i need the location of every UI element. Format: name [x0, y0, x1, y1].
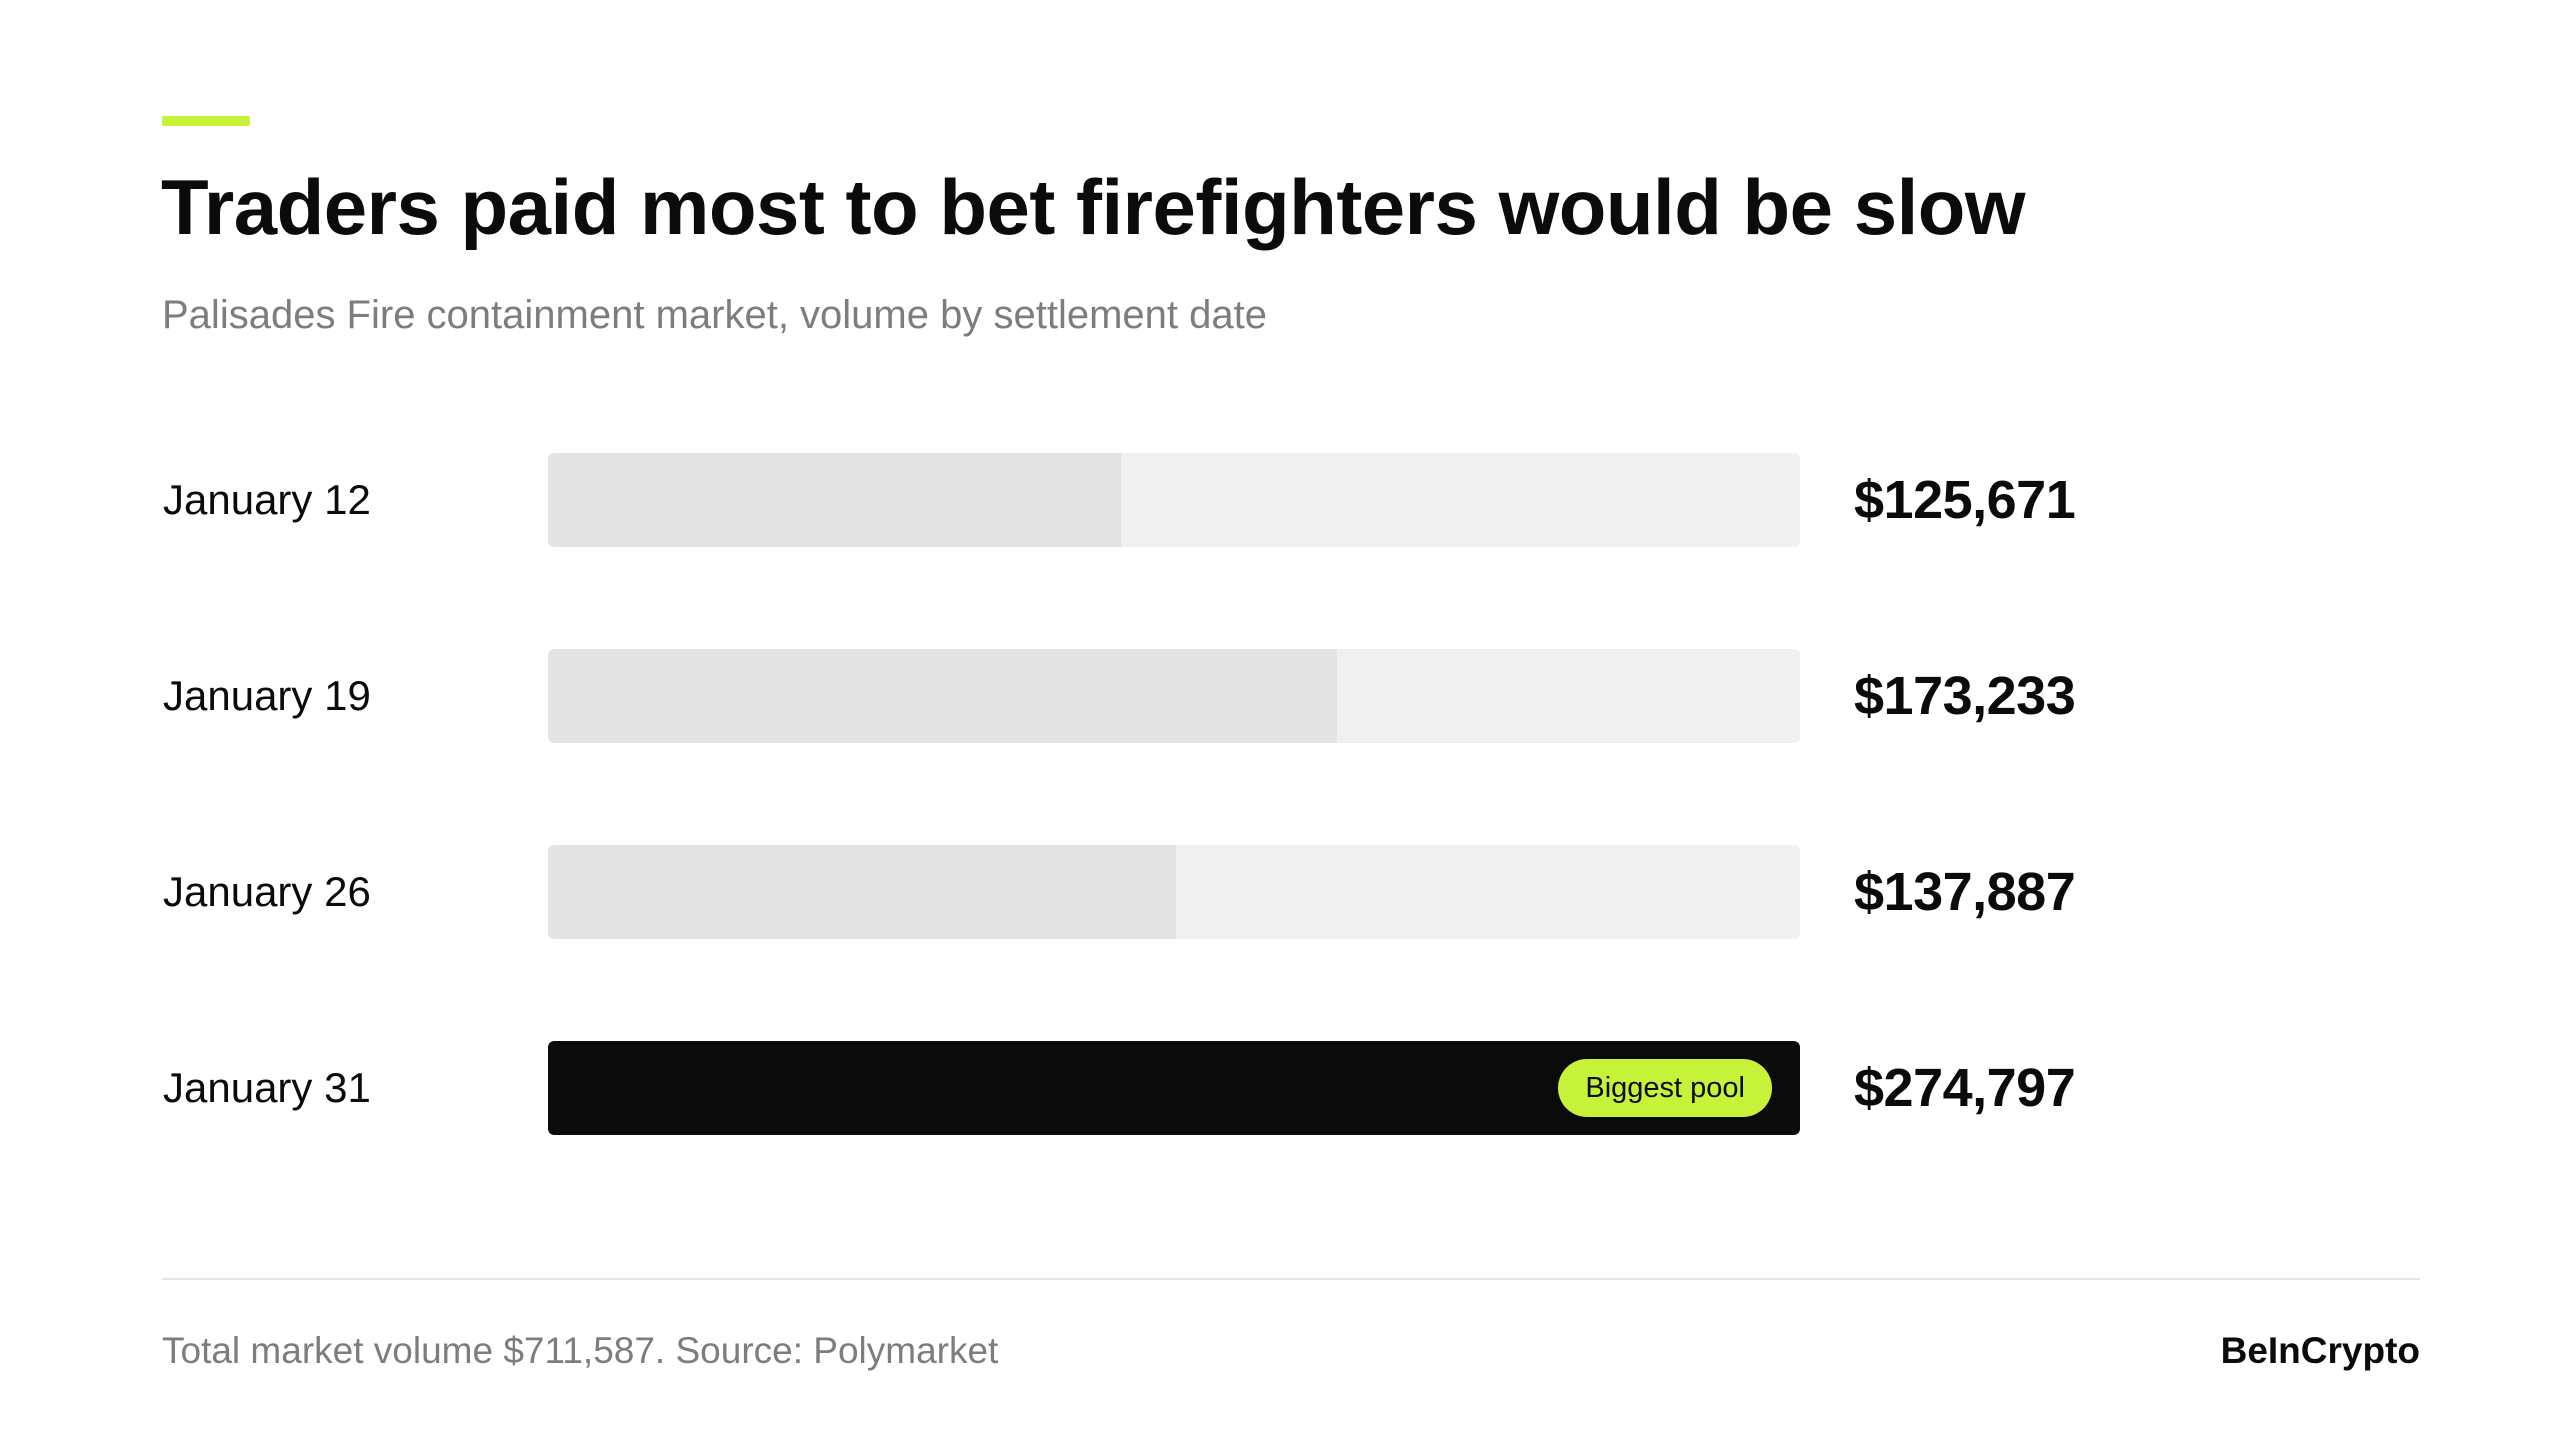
- bar-track: [548, 845, 1800, 939]
- brand-logo: BeInCrypto: [2220, 1330, 2420, 1371]
- value-label: $125,671: [1854, 470, 2076, 530]
- footer-divider: [162, 1278, 2420, 1280]
- chart-subtitle: Palisades Fire containment market, volum…: [162, 293, 1267, 337]
- bar-row: January 12 $125,671: [0, 453, 2560, 547]
- value-label: $173,233: [1854, 666, 2076, 726]
- category-label: January 19: [163, 672, 371, 719]
- source-note: Total market volume $711,587. Source: Po…: [162, 1330, 999, 1371]
- value-label: $137,887: [1854, 862, 2076, 922]
- chart-title: Traders paid most to bet firefighters wo…: [161, 163, 2026, 251]
- bar: [548, 649, 1337, 743]
- category-label: January 31: [163, 1064, 371, 1111]
- bar-row: January 26 $137,887: [0, 845, 2560, 939]
- bar-row: January 31 Biggest pool $274,797: [0, 1041, 2560, 1135]
- biggest-pool-badge: Biggest pool: [1558, 1059, 1772, 1117]
- bar-row: January 19 $173,233: [0, 649, 2560, 743]
- bar-track: [548, 649, 1800, 743]
- bar: [548, 453, 1121, 547]
- accent-bar: [162, 116, 250, 126]
- value-label: $274,797: [1854, 1058, 2076, 1118]
- bar-track: Biggest pool: [548, 1041, 1800, 1135]
- bar-track: [548, 453, 1800, 547]
- category-label: January 26: [163, 868, 371, 915]
- bar: [548, 845, 1176, 939]
- category-label: January 12: [163, 476, 371, 523]
